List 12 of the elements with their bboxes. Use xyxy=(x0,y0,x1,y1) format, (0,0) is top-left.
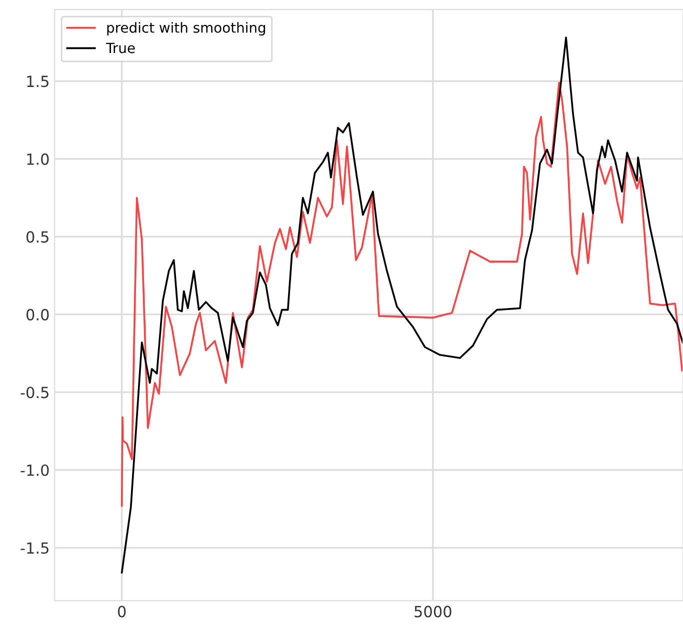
legend-label: True xyxy=(106,42,135,54)
y-tick-label: -1.0 xyxy=(20,464,49,476)
legend-label: predict with smoothing xyxy=(107,22,266,36)
y-tick-label: 1.5 xyxy=(27,76,48,88)
y-tick-label: 1.0 xyxy=(27,153,49,165)
y-tick-label: 0.5 xyxy=(26,231,48,243)
y-tick-label: 0.0 xyxy=(26,308,49,320)
line-series xyxy=(120,82,683,507)
y-tick-label: -1.5 xyxy=(20,542,48,554)
x-tick-label: 5000 xyxy=(414,606,452,618)
y-tick-label: -0.5 xyxy=(20,386,48,398)
x-tick-label: 0 xyxy=(118,606,126,618)
